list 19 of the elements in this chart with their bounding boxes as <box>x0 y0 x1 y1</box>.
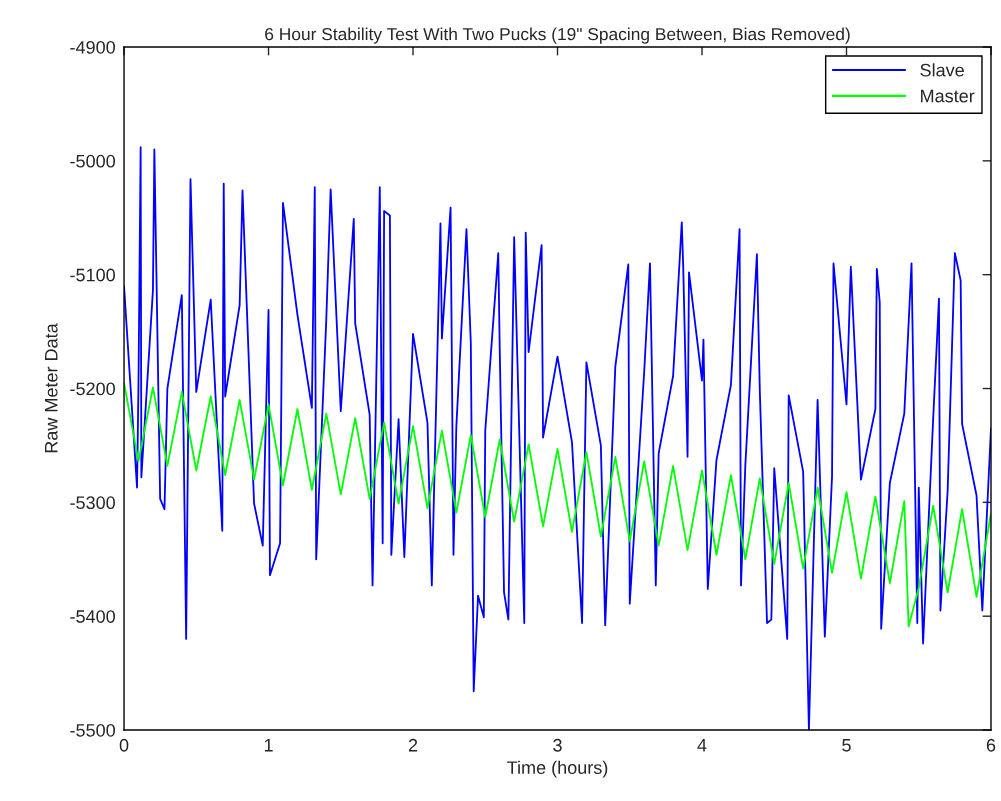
x-tick-label: 1 <box>264 739 273 752</box>
x-tick-label: 5 <box>842 739 851 752</box>
x-tick-label: 6 <box>986 738 996 752</box>
x-axis-title: Time (hours) <box>507 760 608 778</box>
y-tick-label: -5100 <box>70 268 115 282</box>
y-tick-label: -4900 <box>70 40 115 54</box>
x-tick-label: 0 <box>119 738 129 752</box>
y-tick-label: -5200 <box>70 382 115 396</box>
x-tick-label: 3 <box>553 738 562 752</box>
x-tick-label: 4 <box>697 739 707 752</box>
y-tick-label: -5500 <box>70 723 115 737</box>
y-axis-title: Raw Meter Data <box>45 323 58 453</box>
x-tick-label: 2 <box>408 738 418 752</box>
y-tick-label: -5000 <box>70 154 115 168</box>
chart-title: 6 Hour Stability Test With Two Pucks (19" Spacing Between, Bias Removed) <box>265 27 850 44</box>
y-tick-label: -5300 <box>70 496 115 510</box>
y-tick-label: -5400 <box>70 610 115 623</box>
legend-label: Master <box>921 89 975 103</box>
legend-label: Slave <box>920 63 964 77</box>
